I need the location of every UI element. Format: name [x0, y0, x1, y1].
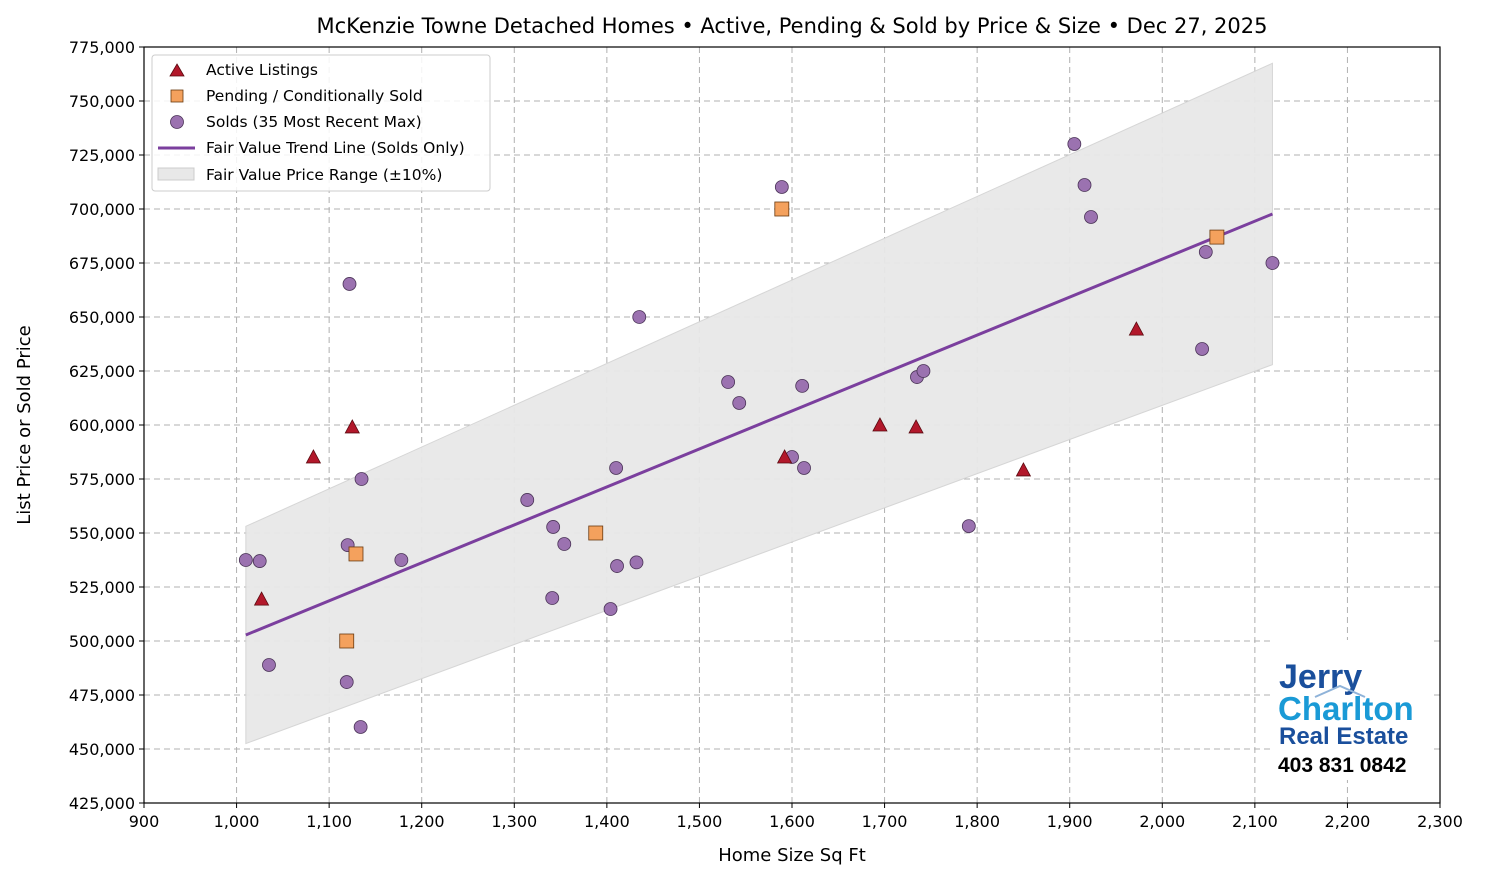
sold-point — [629, 555, 644, 570]
sold-point — [1195, 342, 1209, 356]
active-point — [776, 449, 793, 464]
legend-trend: Fair Value Trend Line (Solds Only) — [206, 139, 465, 157]
legend-band: Fair Value Price Range (±10%) — [206, 166, 442, 184]
sold-point — [1084, 210, 1098, 224]
x-tick-label: 1,400 — [584, 812, 630, 831]
chart-title: McKenzie Towne Detached Homes • Active, … — [317, 14, 1268, 38]
y-tick-label: 475,000 — [69, 686, 135, 705]
sold-point — [262, 658, 276, 672]
sold-point — [342, 277, 357, 291]
y-tick-label: 575,000 — [69, 470, 135, 489]
y-tick-label: 725,000 — [69, 146, 135, 165]
logo-phone: 403 831 0842 — [1278, 754, 1406, 777]
sold-point — [774, 180, 789, 194]
y-tick-label: 600,000 — [69, 416, 135, 435]
sold-point — [546, 520, 561, 534]
sold-point — [354, 472, 369, 486]
pending-point — [348, 546, 364, 562]
y-tick-label: 450,000 — [69, 740, 135, 759]
sold-point — [1077, 178, 1092, 192]
x-tick-label: 900 — [129, 812, 160, 831]
x-tick-label: 1,300 — [491, 812, 537, 831]
y-tick-label: 425,000 — [69, 794, 135, 813]
fair-value-band — [245, 62, 1273, 745]
sold-point — [557, 537, 572, 551]
sold-point — [732, 396, 747, 410]
x-tick-label: 2,000 — [1139, 812, 1185, 831]
axes: 900 1,000 1,100 1,200 1,300 1,400 1,500 1,600 1,… — [69, 38, 1463, 831]
sold-point — [610, 559, 624, 573]
pending-point — [588, 525, 604, 541]
data-points — [238, 137, 1280, 734]
sold-point — [1265, 256, 1280, 270]
legend-pending: Pending / Conditionally Sold — [206, 87, 423, 105]
sold-point — [797, 461, 811, 475]
active-point — [1128, 321, 1145, 336]
y-tick-label: 525,000 — [69, 578, 135, 597]
active-point — [253, 591, 270, 606]
sold-point — [1067, 137, 1082, 151]
legend-band-icon — [157, 167, 195, 181]
trend-line — [245, 212, 1274, 637]
pending-point — [339, 633, 355, 649]
legend-solds: Solds (35 Most Recent Max) — [206, 113, 422, 131]
legend-triangle-icon — [169, 63, 185, 77]
x-tick-label: 2,300 — [1417, 812, 1463, 831]
y-tick-label: 700,000 — [69, 200, 135, 219]
sold-point — [394, 553, 409, 567]
x-tick-label: 1,800 — [954, 812, 1000, 831]
active-point — [344, 419, 360, 434]
sold-point — [961, 519, 976, 533]
y-tick-label: 775,000 — [69, 38, 135, 57]
x-tick-label: 1,200 — [399, 812, 445, 831]
sold-point — [353, 720, 368, 734]
active-point — [1015, 462, 1032, 477]
y-tick-label: 550,000 — [69, 524, 135, 543]
sold-point — [1198, 245, 1213, 259]
active-point — [908, 419, 924, 434]
y-tick-label: 650,000 — [69, 308, 135, 327]
sold-point — [252, 554, 267, 568]
y-tick-label: 750,000 — [69, 92, 135, 111]
x-tick-label: 2,100 — [1232, 812, 1278, 831]
sold-point — [721, 375, 736, 389]
active-point — [872, 417, 888, 432]
house-roof-icon — [1314, 684, 1366, 698]
x-tick-label: 1,100 — [306, 812, 352, 831]
sold-point — [520, 493, 535, 507]
x-axis-label: Home Size Sq Ft — [718, 845, 866, 866]
legend: Active Listings Pending / Conditionally … — [151, 54, 491, 192]
y-axis-label: List Price or Sold Price — [14, 325, 35, 524]
band-area — [245, 62, 1273, 745]
sold-point — [339, 675, 354, 689]
y-tick-label: 500,000 — [69, 632, 135, 651]
logo: Jerry Charlton Real Estate 403 831 0842 — [1270, 640, 1430, 780]
x-tick-label: 2,200 — [1325, 812, 1371, 831]
sold-point — [916, 364, 931, 378]
sold-point — [238, 553, 253, 567]
logo-charlton: Charlton — [1278, 690, 1414, 727]
active-point — [305, 449, 322, 464]
x-tick-label: 1,500 — [677, 812, 723, 831]
pending-point — [774, 201, 790, 217]
sold-point — [632, 310, 647, 324]
trend-line-segment — [245, 212, 1274, 637]
x-tick-label: 1,900 — [1047, 812, 1093, 831]
legend-square-icon — [170, 89, 184, 103]
y-tick-label: 625,000 — [69, 362, 135, 381]
sold-point — [795, 379, 810, 393]
sold-point — [545, 591, 560, 605]
legend-active: Active Listings — [206, 61, 318, 79]
logo-real-estate: Real Estate — [1279, 723, 1408, 750]
x-tick-label: 1,600 — [769, 812, 815, 831]
pending-point — [1209, 229, 1225, 245]
sold-point — [609, 461, 624, 475]
x-tick-label: 1,700 — [862, 812, 908, 831]
x-tick-label: 1,000 — [214, 812, 260, 831]
legend-circle-icon — [170, 115, 184, 129]
sold-point — [603, 602, 618, 616]
y-tick-label: 675,000 — [69, 254, 135, 273]
